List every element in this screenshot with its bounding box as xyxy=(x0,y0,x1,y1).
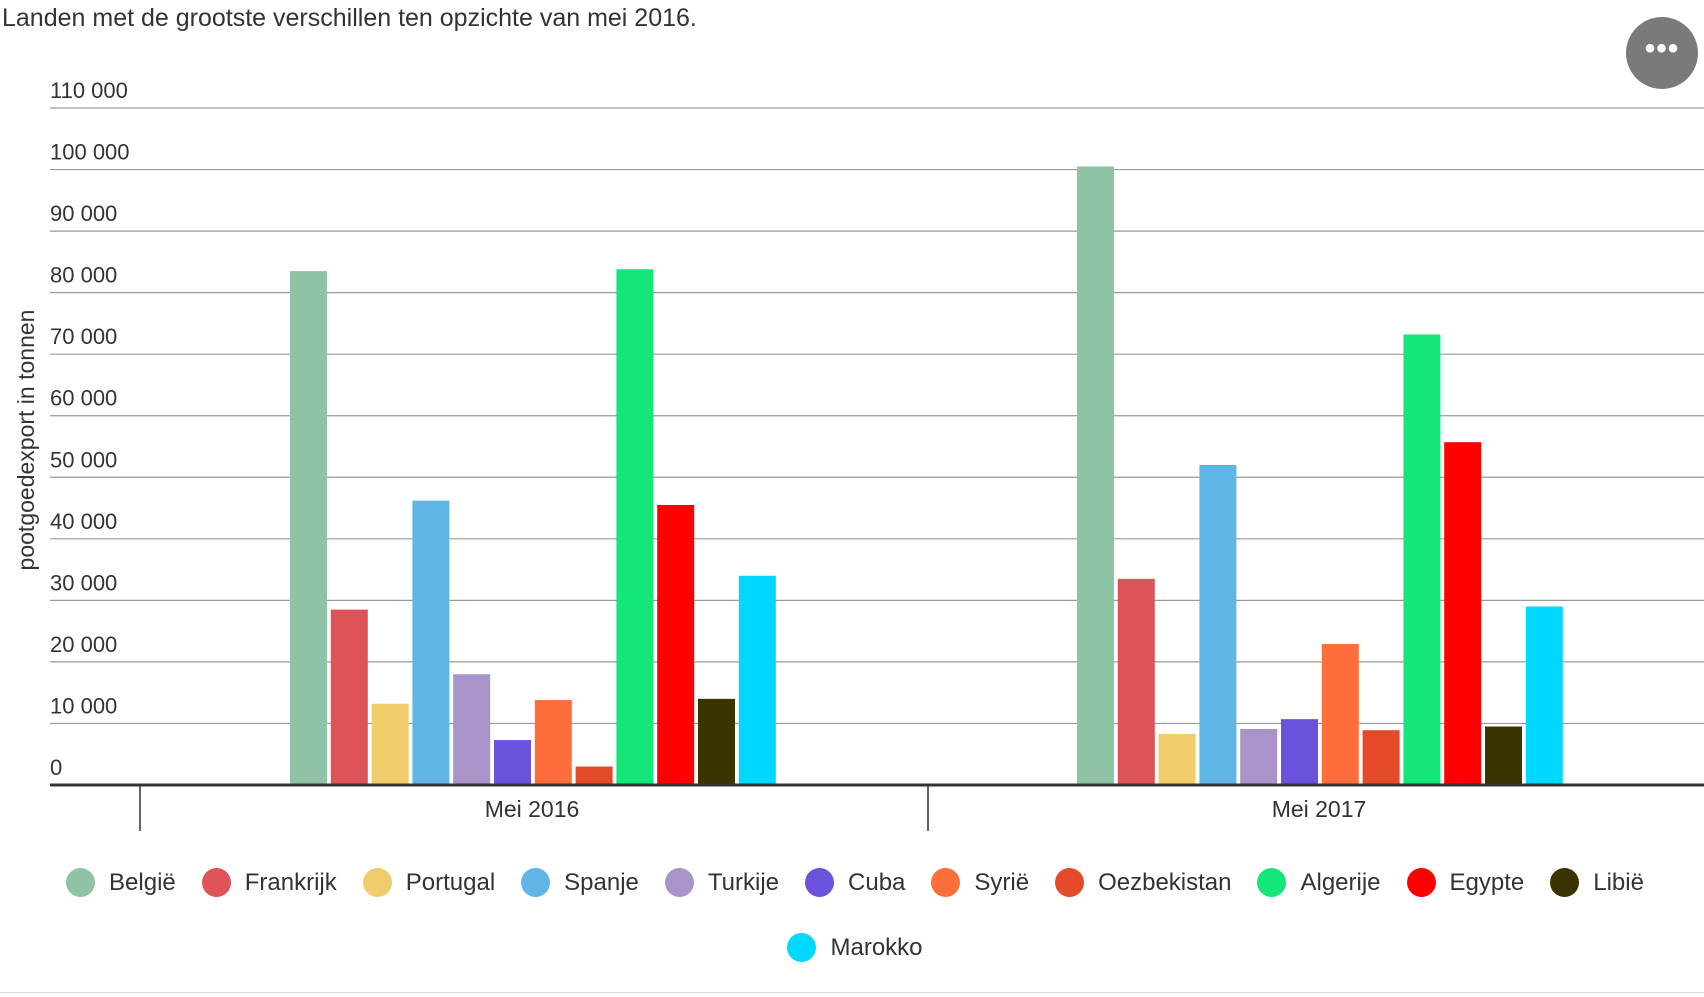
legend-swatch xyxy=(1257,868,1287,897)
y-axis-title: pootgoedexport in tonnen xyxy=(13,310,39,571)
y-tick-label: 30 000 xyxy=(50,570,117,595)
bar xyxy=(738,575,776,785)
legend-item[interactable]: Oezbekistan xyxy=(1055,868,1231,897)
legend-swatch xyxy=(1055,868,1085,897)
legend-item[interactable]: Algerije xyxy=(1257,868,1381,897)
y-tick-label: 10 000 xyxy=(50,693,117,718)
legend-swatch xyxy=(931,868,961,897)
legend-label: Cuba xyxy=(848,868,906,896)
bar xyxy=(1525,606,1563,785)
legend-swatch xyxy=(664,868,694,897)
x-tick-label: Mei 2017 xyxy=(1272,796,1367,822)
bar xyxy=(1158,733,1196,785)
legend-swatch xyxy=(201,868,231,897)
legend-swatch xyxy=(1406,868,1436,897)
bar xyxy=(1281,719,1318,785)
y-tick-label: 20 000 xyxy=(50,632,117,657)
bar xyxy=(412,500,450,785)
legend-swatch xyxy=(787,933,817,962)
legend-item[interactable]: Cuba xyxy=(805,868,905,897)
y-tick-label: 80 000 xyxy=(50,263,117,288)
legend-label: Oezbekistan xyxy=(1098,868,1232,896)
legend-swatch xyxy=(805,868,835,897)
legend-item[interactable]: Libië xyxy=(1550,868,1644,897)
more-options-button[interactable]: ••• xyxy=(1626,17,1698,89)
legend-label: Libië xyxy=(1593,868,1644,896)
bar xyxy=(290,271,327,785)
y-tick-label: 0 xyxy=(50,755,62,780)
legend-item[interactable]: Marokko xyxy=(787,933,923,962)
legend-label: Marokko xyxy=(830,933,923,961)
chart-title: Landen met de grootste verschillen ten o… xyxy=(2,4,697,32)
legend-label: Turkije xyxy=(707,868,780,896)
legend-label: België xyxy=(109,868,176,896)
legend-swatch xyxy=(66,868,96,897)
y-tick-label: 90 000 xyxy=(50,201,117,226)
bar xyxy=(1485,726,1522,785)
y-tick-label: 40 000 xyxy=(50,509,117,534)
legend-label: Spanje xyxy=(564,868,639,896)
legend-item[interactable]: Egypte xyxy=(1406,868,1525,897)
legend-label: Syrië xyxy=(974,868,1030,896)
bar xyxy=(453,674,491,785)
bar xyxy=(1077,166,1114,785)
legend-item[interactable]: Portugal xyxy=(362,868,496,897)
legend-label: Frankrijk xyxy=(244,868,337,896)
bar xyxy=(1444,442,1482,785)
y-tick-label: 100 000 xyxy=(50,140,130,165)
legend-item[interactable]: Spanje xyxy=(521,868,639,897)
y-tick-label: 50 000 xyxy=(50,447,117,472)
bar xyxy=(534,700,572,785)
bar xyxy=(494,740,531,785)
more-horizontal-icon: ••• xyxy=(1644,32,1680,65)
bar xyxy=(698,698,735,785)
legend-item[interactable]: België xyxy=(66,868,176,897)
y-tick-label: 110 000 xyxy=(50,78,128,103)
legend-label: Algerije xyxy=(1300,868,1381,896)
bar xyxy=(1362,730,1400,785)
legend-swatch xyxy=(1550,868,1580,897)
bar xyxy=(1321,644,1359,785)
y-tick-label: 60 000 xyxy=(50,386,117,411)
legend-swatch xyxy=(362,868,392,897)
bar-chart: 0 10 000 20 000 30 000 40 000 50 000 60 000 70 … xyxy=(13,78,1704,831)
bar xyxy=(371,703,409,785)
bar xyxy=(1240,728,1278,785)
legend-label: Egypte xyxy=(1449,868,1525,896)
legend-label: Portugal xyxy=(405,868,496,896)
bar xyxy=(1117,578,1155,785)
bar xyxy=(330,609,368,785)
x-tick-label: Mei 2016 xyxy=(485,796,580,822)
divider xyxy=(0,992,1704,993)
y-tick-label: 70 000 xyxy=(50,324,117,349)
legend-item[interactable]: Turkije xyxy=(664,868,780,897)
bar xyxy=(575,766,613,785)
chart-legend: België Frankrijk Portugal Spanje Turkije Cuba… xyxy=(40,868,1670,962)
bar xyxy=(1403,334,1441,785)
legend-item[interactable]: Syrië xyxy=(931,868,1029,897)
bar xyxy=(1199,464,1237,785)
legend-swatch xyxy=(521,868,551,897)
bar xyxy=(657,504,695,785)
legend-item[interactable]: Frankrijk xyxy=(201,868,337,897)
bar xyxy=(616,269,654,785)
